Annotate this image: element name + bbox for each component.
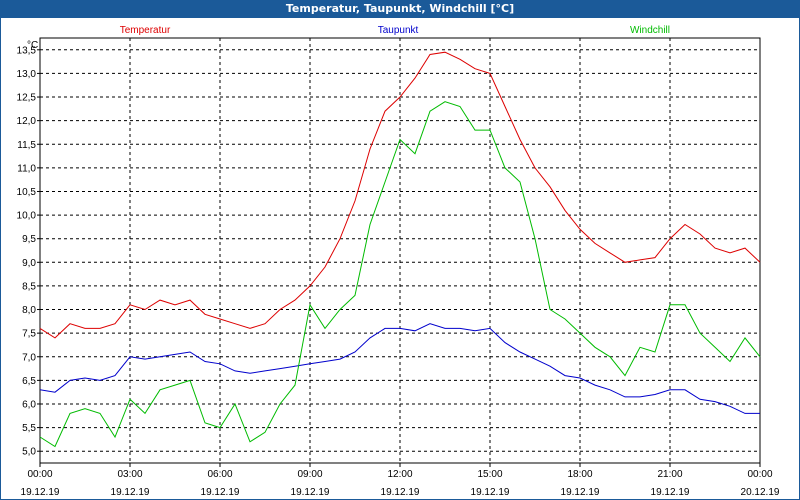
- series-line-temperatur: [39, 51, 761, 339]
- y-tick-label: 10,5: [17, 187, 37, 198]
- x-tick-label-time: 18:00: [567, 469, 592, 480]
- legend-entry-taupunkt: Taupunkt: [378, 25, 419, 36]
- x-tick-label-date: 19.12.19: [561, 487, 600, 498]
- y-tick-label: 6,0: [22, 399, 36, 410]
- x-tick-label-date: 19.12.19: [291, 487, 330, 498]
- y-tick-label: 11,0: [17, 163, 36, 174]
- x-tick-label-time: 15:00: [477, 469, 502, 480]
- x-tick-label-date: 19.12.19: [471, 487, 510, 498]
- series-line-taupunkt: [39, 323, 760, 414]
- x-tick-label-date: 19.12.19: [651, 487, 690, 498]
- y-tick-label: 9,5: [22, 234, 36, 245]
- chart-canvas: 5,0 5,5 6,0 6,5 7,0 7,5 8,0 8,5 9,0 9,5 10,0 10,5 11…: [17, 25, 780, 498]
- y-axis-unit-label: °C: [27, 40, 38, 51]
- x-tick-label-time: 00:00: [27, 469, 52, 480]
- x-axis: 00:00 19.12.19 03:00 19.12.19 06:00 19.12.19 0…: [21, 463, 780, 498]
- y-tick-label: 8,5: [22, 281, 36, 292]
- legend: Temperatur Taupunkt Windchill: [120, 25, 670, 36]
- x-tick-label-time: 06:00: [207, 469, 232, 480]
- x-tick-label-time: 00:00: [747, 469, 772, 480]
- x-tick-label-time: 21:00: [657, 469, 682, 480]
- y-tick-label: 13,0: [17, 69, 37, 80]
- x-tick-label-date: 19.12.19: [201, 487, 240, 498]
- y-tick-label: 13,5: [17, 45, 37, 56]
- y-tick-label: 12,0: [17, 116, 37, 127]
- x-tick-label-time: 12:00: [387, 469, 412, 480]
- series-line-windchill: [39, 101, 761, 448]
- legend-entry-temperatur: Temperatur: [120, 25, 171, 36]
- y-tick-label: 5,5: [22, 423, 36, 434]
- x-tick-label-time: 03:00: [117, 469, 142, 480]
- x-tick-label-date: 19.12.19: [381, 487, 420, 498]
- y-tick-label: 5,0: [22, 447, 36, 458]
- x-tick-label-date: 19.12.19: [111, 487, 150, 498]
- y-tick-label: 12,5: [17, 93, 37, 104]
- legend-entry-windchill: Windchill: [630, 25, 670, 36]
- x-tick-label-time: 09:00: [297, 469, 322, 480]
- y-tick-label: 8,0: [22, 305, 36, 316]
- y-tick-label: 6,5: [22, 376, 36, 387]
- y-tick-label: 7,5: [22, 329, 36, 340]
- x-tick-label-date: 20.12.19: [741, 487, 780, 498]
- series-layer: [39, 51, 761, 448]
- y-tick-label: 9,0: [22, 258, 36, 269]
- y-tick-label: 10,0: [17, 211, 37, 222]
- grid: [40, 38, 760, 463]
- y-tick-label: 11,5: [17, 140, 36, 151]
- x-tick-label-date: 19.12.19: [21, 487, 60, 498]
- y-tick-label: 7,0: [22, 352, 36, 363]
- y-axis: 5,0 5,5 6,0 6,5 7,0 7,5 8,0 8,5 9,0 9,5 10,0 10,5 11…: [17, 45, 40, 458]
- chart-title: Temperatur, Taupunkt, Windchill [°C]: [0, 0, 800, 18]
